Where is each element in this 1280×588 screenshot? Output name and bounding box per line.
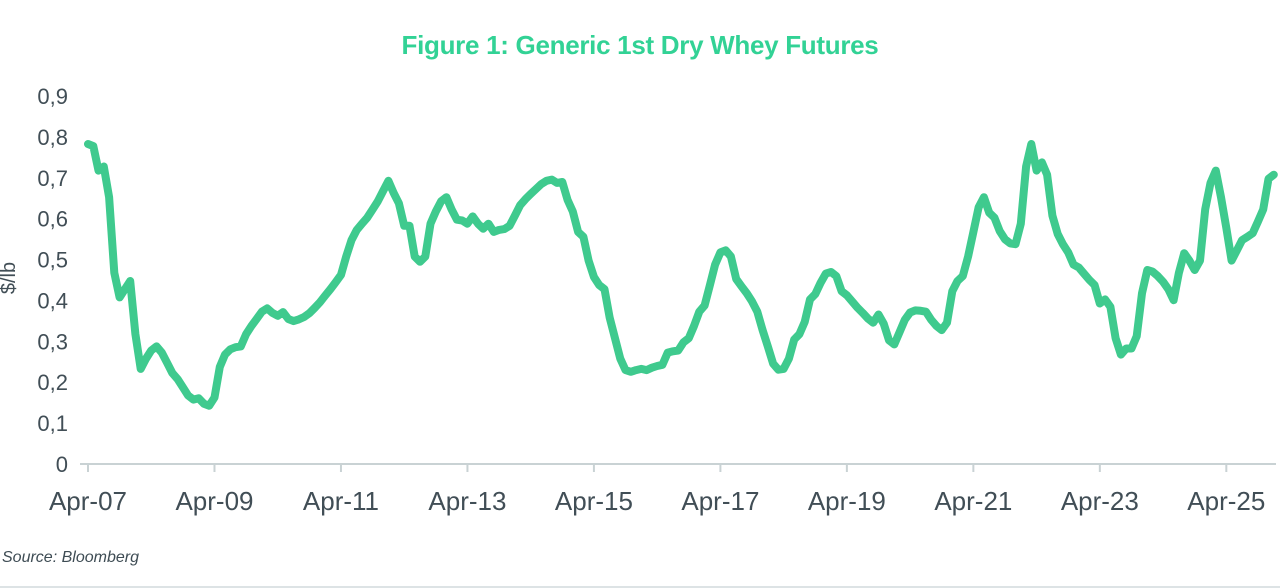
- y-tick-label: 0,1: [37, 411, 68, 436]
- y-tick-label: 0,6: [37, 207, 68, 232]
- x-tick-label: Apr-25: [1187, 486, 1265, 516]
- bottom-divider: [0, 586, 1280, 588]
- x-tick-label: Apr-23: [1061, 486, 1139, 516]
- y-axis-tick-labels: 0 0,1 0,2 0,3 0,4 0,5 0,6 0,7 0,8 0,9: [37, 84, 68, 477]
- chart-title: Figure 1: Generic 1st Dry Whey Futures: [401, 30, 879, 60]
- x-tick-label: Apr-19: [808, 486, 886, 516]
- x-axis-tick-labels: Apr-07 Apr-09 Apr-11 Apr-13 Apr-15 Apr-17 Apr-…: [49, 486, 1265, 516]
- x-tick-label: Apr-15: [555, 486, 633, 516]
- y-tick-label: 0,8: [37, 125, 68, 150]
- x-axis-tick-marks: [87, 464, 1228, 472]
- price-line-series: [84, 140, 1278, 410]
- y-tick-label: 0,7: [37, 166, 68, 191]
- x-tick-label: Apr-11: [303, 486, 379, 516]
- y-tick-label: 0,2: [37, 370, 68, 395]
- y-tick-label: 0,3: [37, 329, 68, 354]
- x-tick-label: Apr-13: [428, 486, 506, 516]
- y-axis-title: $/lb: [0, 262, 20, 294]
- y-tick-label: 0,9: [37, 84, 68, 109]
- y-tick-label: 0: [56, 452, 68, 477]
- x-tick-label: Apr-21: [934, 486, 1012, 516]
- x-tick-label: Apr-09: [175, 486, 253, 516]
- x-tick-label: Apr-17: [681, 486, 759, 516]
- x-tick-label: Apr-07: [49, 486, 127, 516]
- y-tick-label: 0,4: [37, 288, 68, 313]
- y-tick-label: 0,5: [37, 248, 68, 273]
- source-note: Source: Bloomberg: [2, 549, 139, 566]
